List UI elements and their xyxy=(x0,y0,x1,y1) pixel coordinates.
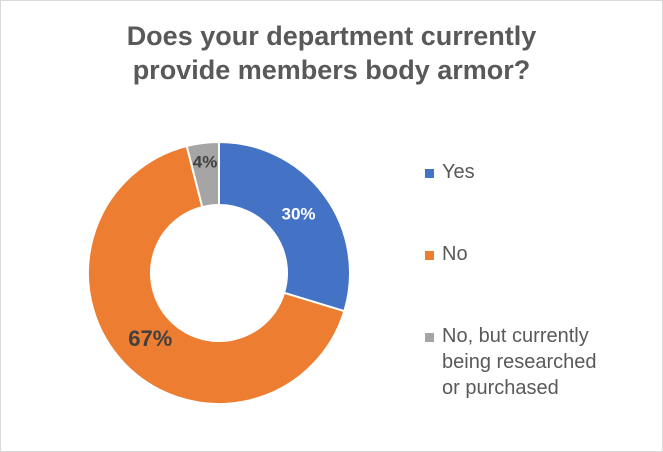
chart-title: Does your department currently provide m… xyxy=(41,19,622,87)
legend-swatch-researching xyxy=(425,333,434,342)
legend-swatch-no xyxy=(425,251,434,260)
chart-title-line-2: provide members body armor? xyxy=(132,55,531,85)
legend-label-no: No xyxy=(442,243,468,265)
donut-slice-yes xyxy=(218,140,351,313)
donut-slice-researching xyxy=(185,140,220,209)
data-label-yes: 30% xyxy=(282,205,316,224)
legend-item-researching: No, but currently being researched or pu… xyxy=(425,323,597,401)
donut-slice-no xyxy=(87,144,346,405)
legend-item-no: No xyxy=(425,241,468,267)
legend-label-researching: No, but currently being researched or pu… xyxy=(442,325,597,399)
legend-item-yes: Yes xyxy=(425,159,475,185)
data-label-no: 67% xyxy=(128,326,172,351)
legend-label-yes: Yes xyxy=(442,161,475,183)
chart-title-line-1: Does your department currently xyxy=(126,21,537,51)
data-label-researching: 4% xyxy=(193,152,218,171)
legend-swatch-yes xyxy=(425,169,434,178)
